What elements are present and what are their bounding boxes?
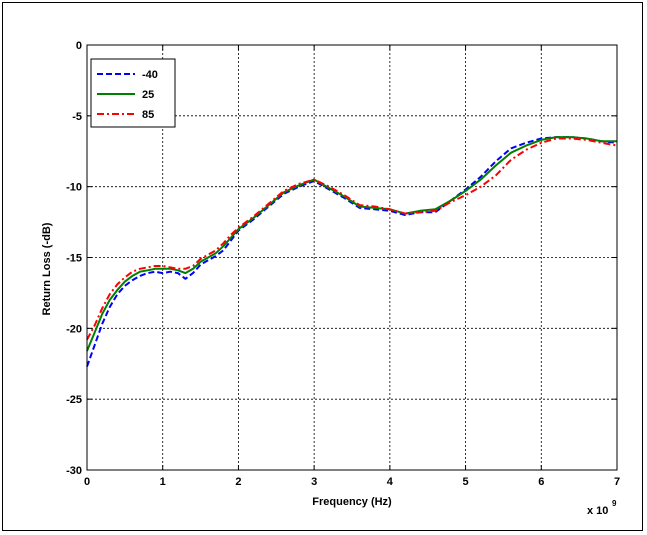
x-tick-label: 3	[311, 476, 317, 488]
x-tick-label: 5	[463, 476, 469, 488]
x-tick-label: 1	[160, 476, 166, 488]
y-axis-label: Return Loss (-dB)	[41, 222, 53, 315]
grid-layer	[87, 45, 617, 470]
legend-label-2: 25	[142, 89, 154, 101]
y-tick-label: -5	[72, 111, 82, 123]
series-layer	[86, 136, 618, 367]
x-tick-label: 6	[538, 476, 544, 488]
x-multiplier-exponent: 9	[612, 499, 617, 508]
y-tick-label: -15	[66, 253, 82, 265]
legend-label-1: -40	[142, 69, 158, 81]
y-tick-label: -25	[66, 394, 82, 406]
x-tick-label: 4	[387, 476, 394, 488]
y-tick-label: 0	[76, 40, 82, 52]
x-axis-label: Frequency (Hz)	[312, 496, 392, 508]
x-multiplier-label: x 10	[587, 505, 608, 517]
x-tick-label: 2	[235, 476, 241, 488]
legend-label-3: 85	[142, 109, 154, 121]
x-tick-label: 7	[614, 476, 620, 488]
y-tick-label: -10	[66, 182, 82, 194]
y-tick-label: -30	[66, 465, 82, 477]
series-line-2	[86, 136, 617, 352]
series-line-3	[86, 137, 618, 341]
legend: -40 25 85	[90, 58, 176, 128]
x-tick-label: 0	[84, 476, 90, 488]
series-line-1	[86, 136, 618, 367]
tick-layer: 0 1 2 3 4 5 6 7 0 -5 -10 -15 -20 -25 -30	[66, 40, 620, 488]
y-tick-label: -20	[66, 323, 82, 335]
